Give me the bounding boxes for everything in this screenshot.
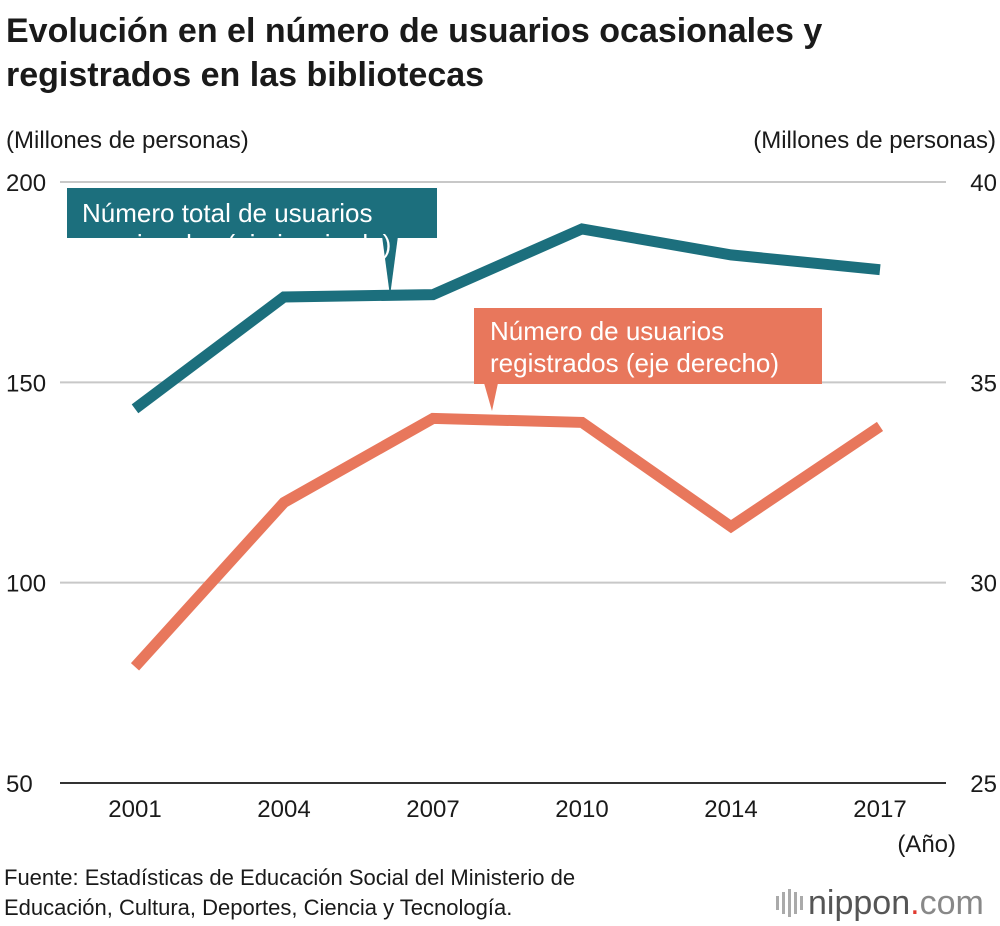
- series-line-1: [131, 223, 881, 414]
- y-left-ticks: 200 150 100 50: [6, 170, 46, 798]
- logo-text: nippon.com: [808, 884, 984, 922]
- callout-pointer-series-1: [382, 236, 398, 296]
- y-left-unit-label: (Millones de personas): [6, 127, 249, 154]
- callout-series-1: Número total de usuarios ocasionales (ej…: [67, 188, 437, 296]
- y-right-tick-label: 35: [970, 370, 997, 397]
- chart-title-line-2: registrados en las bibliotecas: [6, 56, 484, 94]
- source-line-2: Educación, Cultura, Deportes, Ciencia y …: [4, 895, 512, 920]
- x-tick-label: 2001: [108, 796, 161, 823]
- x-tick-label: 2004: [257, 796, 310, 823]
- x-unit-label: (Año): [897, 831, 956, 858]
- y-right-tick-label: 40: [970, 170, 997, 197]
- x-ticks: 2001 2004 2007 2010 2014 2017: [108, 796, 906, 823]
- x-tick-label: 2010: [555, 796, 608, 823]
- nippon-logo: nippon.com: [776, 884, 984, 922]
- callout-box-series-1: [67, 188, 437, 236]
- y-left-tick-label: 100: [6, 571, 46, 598]
- logo-dot: .: [910, 884, 919, 922]
- callout-label-series-1-line-2: ocasionales (eje izquierdo): [82, 229, 391, 259]
- logo-com: com: [920, 884, 984, 922]
- source-line-1: Fuente: Estadísticas de Educación Social…: [4, 865, 575, 890]
- callout-label-series-1-line-1: Número total de usuarios: [82, 198, 372, 228]
- y-left-tick-label: 50: [6, 771, 33, 798]
- logo-bars-icon: [776, 889, 803, 917]
- y-right-tick-label: 30: [970, 571, 997, 598]
- logo-main: nippon: [808, 884, 910, 922]
- x-tick-label: 2007: [406, 796, 459, 823]
- y-right-tick-label: 25: [970, 771, 997, 798]
- callout-box-series-1-bottom: [67, 236, 437, 238]
- y-left-tick-label: 200: [6, 170, 46, 197]
- callout-label-series-2-line-2: registrados (eje derecho): [490, 348, 779, 378]
- x-tick-label: 2014: [704, 796, 757, 823]
- x-tick-label: 2017: [853, 796, 906, 823]
- y-left-tick-label: 150: [6, 370, 46, 397]
- callout-series-2: Número de usuarios registrados (eje dere…: [474, 308, 822, 411]
- y-right-ticks: 40 35 30 25: [970, 170, 997, 798]
- series-layer: [130, 223, 884, 671]
- callout-box-series-2: [474, 308, 822, 384]
- series-line-2: [130, 412, 884, 671]
- callout-pointer-series-2: [484, 383, 498, 411]
- y-right-unit-label: (Millones de personas): [753, 127, 996, 154]
- gridlines: [60, 181, 946, 784]
- callout-label-series-2-line-1: Número de usuarios: [490, 316, 724, 346]
- chart-title-line-1: Evolución en el número de usuarios ocasi…: [6, 12, 822, 50]
